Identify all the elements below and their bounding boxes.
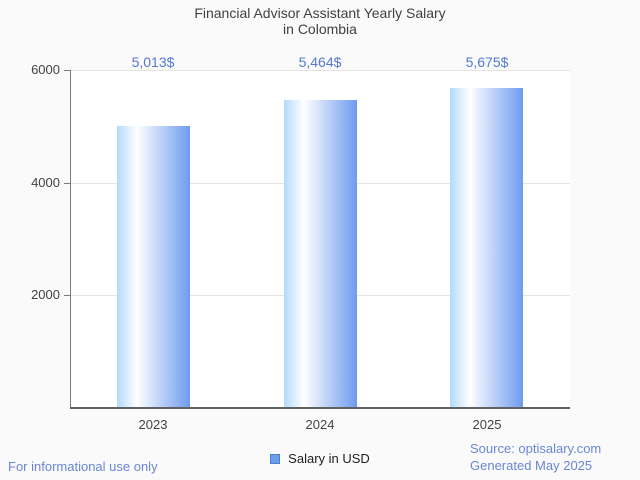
bar-2024[interactable] bbox=[284, 100, 357, 408]
gridline-6000 bbox=[70, 70, 570, 71]
generated-date: Generated May 2025 bbox=[470, 458, 593, 473]
legend-swatch-icon bbox=[270, 453, 281, 464]
disclaimer-text: For informational use only bbox=[8, 459, 158, 474]
bar-2025[interactable] bbox=[450, 88, 523, 408]
chart-title-line2: in Colombia bbox=[283, 21, 357, 37]
source-attribution: Source: optisalary.com Generated May 202… bbox=[470, 440, 601, 474]
y-tick-mark-6000 bbox=[64, 70, 70, 71]
y-tick-mark-4000 bbox=[64, 183, 70, 184]
x-tick-label-2023: 2023 bbox=[138, 417, 168, 432]
bar-2023[interactable] bbox=[117, 126, 190, 408]
x-axis-baseline bbox=[70, 407, 570, 409]
value-label-2023: 5,013$ bbox=[131, 54, 175, 70]
x-tick-label-2025: 2025 bbox=[472, 417, 502, 432]
chart-title-line1: Financial Advisor Assistant Yearly Salar… bbox=[194, 5, 446, 21]
y-tick-label-2000: 2000 bbox=[31, 287, 60, 302]
legend: Salary in USD bbox=[0, 451, 640, 466]
legend-label: Salary in USD bbox=[288, 451, 370, 466]
value-label-2025: 5,675$ bbox=[465, 54, 509, 70]
value-label-2024: 5,464$ bbox=[298, 54, 342, 70]
source-link[interactable]: Source: optisalary.com bbox=[470, 441, 602, 456]
y-tick-mark-2000 bbox=[64, 295, 70, 296]
y-tick-label-6000: 6000 bbox=[31, 62, 60, 77]
y-tick-label-4000: 4000 bbox=[31, 175, 60, 190]
y-axis-line bbox=[70, 70, 71, 408]
x-tick-label-2024: 2024 bbox=[305, 417, 335, 432]
